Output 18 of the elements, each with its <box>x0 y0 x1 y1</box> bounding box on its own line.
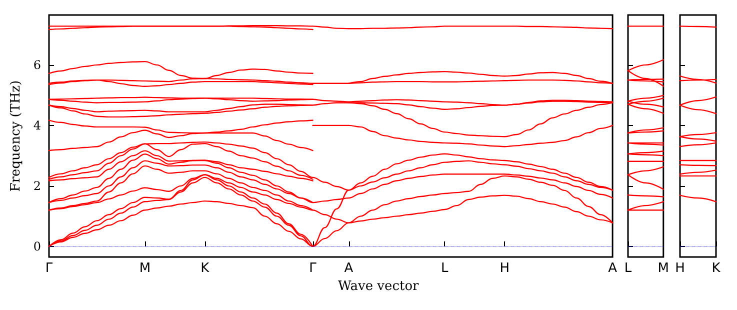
x-tick-label: A <box>608 261 618 276</box>
x-tick-label: K <box>712 261 721 276</box>
x-tick-label: L <box>441 261 450 276</box>
x-tick-label: H <box>500 261 510 276</box>
x-tick-label: M <box>139 261 151 276</box>
x-tick-label: A <box>344 261 354 276</box>
x-tick-label: H <box>675 261 685 276</box>
x-tick-label: M <box>658 261 669 276</box>
x-tick-label: Γ <box>309 261 318 276</box>
x-axis-title: Wave vector <box>338 279 420 294</box>
x-tick-label: L <box>624 261 632 276</box>
x-tick-label: K <box>200 261 210 276</box>
y-tick-label: 2 <box>33 178 41 193</box>
x-tick-label: Γ <box>45 261 54 276</box>
y-tick-label: 0 <box>33 239 41 254</box>
y-tick-label: 4 <box>33 118 42 132</box>
y-axis-title: Frequency (THz) <box>8 80 24 192</box>
y-tick-label: 6 <box>33 58 41 72</box>
